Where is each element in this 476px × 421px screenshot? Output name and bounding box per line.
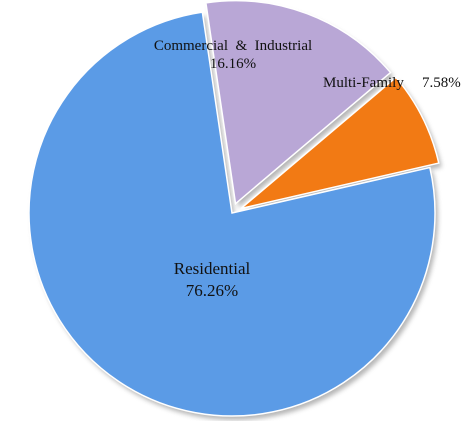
slices xyxy=(28,0,440,417)
slice-residential xyxy=(28,11,436,417)
label-commercial-industrial: Commercial & Industrial xyxy=(154,38,312,54)
slice-multi-family xyxy=(240,76,440,210)
label-multi-family: Multi-Family xyxy=(323,75,404,91)
slice-commercial-industrial xyxy=(205,0,392,206)
value-commercial-industrial: 16.16% xyxy=(210,56,256,72)
value-multi-family: 7.58% xyxy=(422,75,461,91)
label-residential: Residential xyxy=(174,259,251,278)
value-residential: 76.26% xyxy=(186,281,238,300)
